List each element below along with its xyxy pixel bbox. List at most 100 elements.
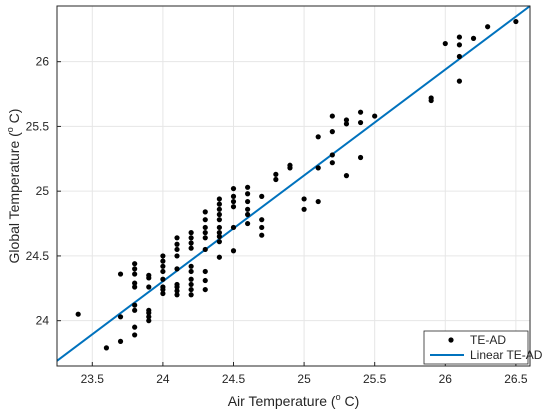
data-point: [428, 95, 434, 101]
data-point: [117, 271, 124, 277]
data-point: [132, 271, 138, 277]
data-point: [216, 206, 222, 212]
data-point: [188, 240, 194, 246]
y-axis-label: Global Temperature (o C): [5, 109, 22, 264]
data-point: [160, 276, 166, 282]
legend-label-linear-te-ad: Linear TE-AD: [470, 348, 543, 362]
y-axis-label-tail: C): [6, 109, 22, 128]
data-point: [202, 224, 208, 231]
data-point: [103, 345, 110, 351]
data-point: [160, 290, 166, 297]
data-point: [216, 239, 222, 245]
data-point: [174, 266, 180, 272]
legend-box: [423, 330, 529, 365]
x-tick-label: 25.5: [363, 372, 387, 386]
data-point: [456, 78, 463, 84]
data-point: [343, 173, 350, 179]
data-point: [245, 184, 251, 190]
data-point: [188, 230, 194, 236]
data-point: [301, 206, 307, 212]
data-point: [315, 134, 321, 140]
data-point: [146, 318, 152, 324]
data-point: [216, 196, 222, 202]
data-point: [216, 230, 222, 236]
x-tick-label: 26.5: [504, 372, 528, 386]
data-point: [259, 217, 265, 223]
data-point: [146, 272, 152, 278]
data-point: [188, 276, 194, 282]
y-axis-label-text: Global Temperature (: [6, 132, 22, 264]
data-point: [174, 235, 180, 241]
data-point: [343, 117, 350, 123]
data-point: [160, 284, 166, 290]
data-point: [174, 292, 180, 298]
data-point: [132, 332, 138, 338]
data-point: [202, 277, 208, 284]
data-point: [245, 211, 251, 218]
data-point: [174, 253, 180, 259]
fit-line: [56, 5, 531, 362]
data-point: [146, 307, 152, 313]
data-point: [188, 263, 194, 269]
data-point: [202, 217, 208, 223]
data-point: [216, 233, 222, 240]
data-point: [259, 232, 265, 238]
data-point: [117, 338, 124, 344]
data-point: [188, 281, 194, 288]
data-point: [188, 235, 194, 241]
data-point: [174, 241, 180, 247]
data-point: [216, 211, 222, 218]
data-point: [160, 268, 166, 275]
data-point: [160, 258, 166, 264]
data-point: [315, 198, 321, 205]
data-point: [202, 209, 208, 215]
data-point: [315, 165, 321, 171]
data-point: [174, 246, 180, 253]
data-point: [259, 224, 265, 231]
data-point: [202, 286, 208, 293]
data-point: [456, 34, 463, 40]
data-point: [132, 324, 138, 330]
y-axis-label-sup: o: [5, 127, 15, 132]
data-point: [456, 53, 463, 60]
y-tick-label: 26: [36, 55, 50, 69]
x-axis-label-sup: o: [336, 392, 341, 402]
data-point: [216, 224, 222, 231]
x-tick-label: 24: [156, 372, 170, 386]
data-point: [245, 191, 251, 197]
data-point: [329, 160, 335, 166]
y-tick-label: 25: [36, 184, 50, 198]
data-point: [132, 284, 138, 290]
data-point: [470, 35, 477, 41]
data-point: [188, 292, 194, 298]
y-tick-label: 24.5: [26, 249, 50, 263]
data-point: [117, 314, 124, 320]
data-point: [273, 176, 279, 183]
data-point: [174, 288, 180, 294]
x-tick-label: 26: [439, 372, 453, 386]
data-point: [202, 268, 208, 275]
data-point: [357, 119, 364, 126]
plot-area-frame: [56, 5, 531, 367]
data-point: [188, 245, 194, 251]
data-point: [372, 113, 378, 119]
data-point: [273, 171, 279, 177]
data-point: [301, 196, 307, 202]
data-point: [230, 248, 237, 254]
data-point: [202, 235, 208, 241]
data-points-layer: [75, 18, 519, 351]
data-point: [216, 254, 222, 260]
data-point: [188, 268, 194, 275]
data-point: [259, 193, 265, 199]
data-point: [202, 230, 208, 236]
data-point: [230, 193, 237, 199]
data-point: [216, 201, 222, 207]
data-point: [329, 152, 335, 158]
data-point: [230, 204, 237, 210]
data-point: [132, 261, 138, 267]
data-point: [202, 246, 208, 253]
data-point: [357, 154, 364, 161]
data-point: [188, 286, 194, 293]
data-point: [245, 198, 251, 205]
